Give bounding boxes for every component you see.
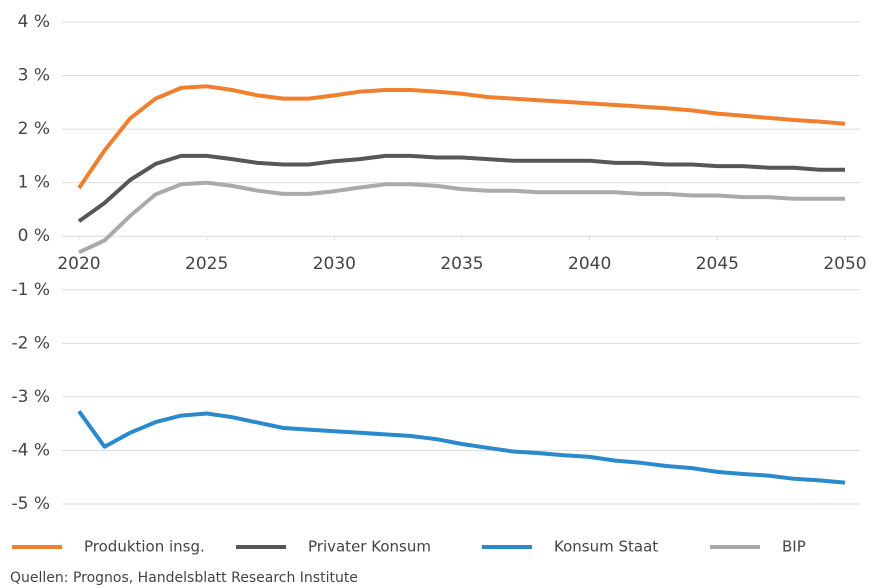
y-tick-label: 4 % xyxy=(18,12,50,32)
line xyxy=(77,84,846,190)
x-tick-label: 2045 xyxy=(696,254,739,274)
x-tick-label: 2025 xyxy=(185,254,228,274)
line xyxy=(77,410,846,485)
y-tick-label: -3 % xyxy=(11,387,50,407)
x-tick-label: 2030 xyxy=(313,254,356,274)
source: Quellen: Prognos, Handelsblatt Research … xyxy=(10,570,358,586)
line xyxy=(78,180,845,255)
line xyxy=(77,153,845,223)
legend-label: Produktion insg. xyxy=(84,538,205,556)
legend-label: Konsum Staat xyxy=(554,538,658,556)
y-tick-label: 1 % xyxy=(18,173,50,193)
x-tick-label: 2040 xyxy=(568,254,611,274)
legend-label: Privater Konsum xyxy=(308,538,431,556)
x-tick-label: 2020 xyxy=(57,254,100,274)
y-tick-label: 2 % xyxy=(18,119,50,139)
y-tick-label: 3 % xyxy=(18,66,50,86)
x-tick-label: 2035 xyxy=(440,254,483,274)
y-tick-label: -1 % xyxy=(11,280,50,300)
x-tick-label: 2050 xyxy=(823,254,866,274)
y-tick-label: 0 % xyxy=(18,226,50,246)
y-tick-label: -2 % xyxy=(11,333,50,353)
legend-label: BIP xyxy=(782,538,806,556)
y-tick-label: -5 % xyxy=(11,494,50,514)
y-tick-label: -4 % xyxy=(11,440,50,460)
